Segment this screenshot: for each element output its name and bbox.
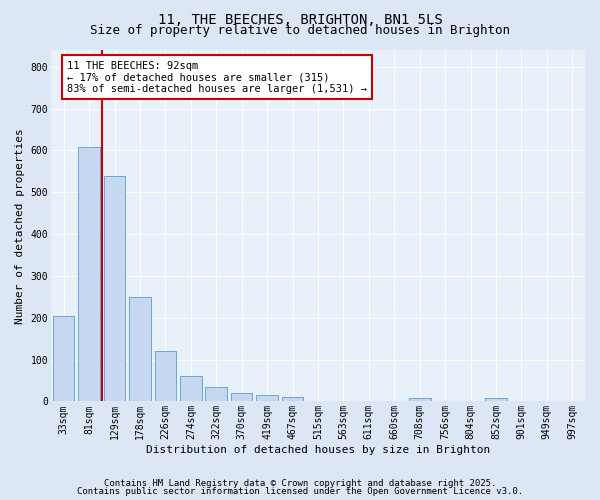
Text: Contains HM Land Registry data © Crown copyright and database right 2025.: Contains HM Land Registry data © Crown c… [104, 478, 496, 488]
Text: 11 THE BEECHES: 92sqm
← 17% of detached houses are smaller (315)
83% of semi-det: 11 THE BEECHES: 92sqm ← 17% of detached … [67, 60, 367, 94]
Bar [485, 398, 507, 402]
Bar [104, 176, 125, 402]
Text: 11, THE BEECHES, BRIGHTON, BN1 5LS: 11, THE BEECHES, BRIGHTON, BN1 5LS [158, 12, 442, 26]
Bar [180, 376, 202, 402]
Bar [53, 316, 74, 402]
Bar [205, 387, 227, 402]
Y-axis label: Number of detached properties: Number of detached properties [15, 128, 25, 324]
Bar [129, 297, 151, 402]
Bar [256, 395, 278, 402]
Bar [155, 351, 176, 402]
Bar [282, 397, 304, 402]
Bar [231, 393, 253, 402]
Text: Size of property relative to detached houses in Brighton: Size of property relative to detached ho… [90, 24, 510, 37]
X-axis label: Distribution of detached houses by size in Brighton: Distribution of detached houses by size … [146, 445, 490, 455]
Bar [409, 398, 431, 402]
Bar [78, 148, 100, 402]
Text: Contains public sector information licensed under the Open Government Licence v3: Contains public sector information licen… [77, 487, 523, 496]
